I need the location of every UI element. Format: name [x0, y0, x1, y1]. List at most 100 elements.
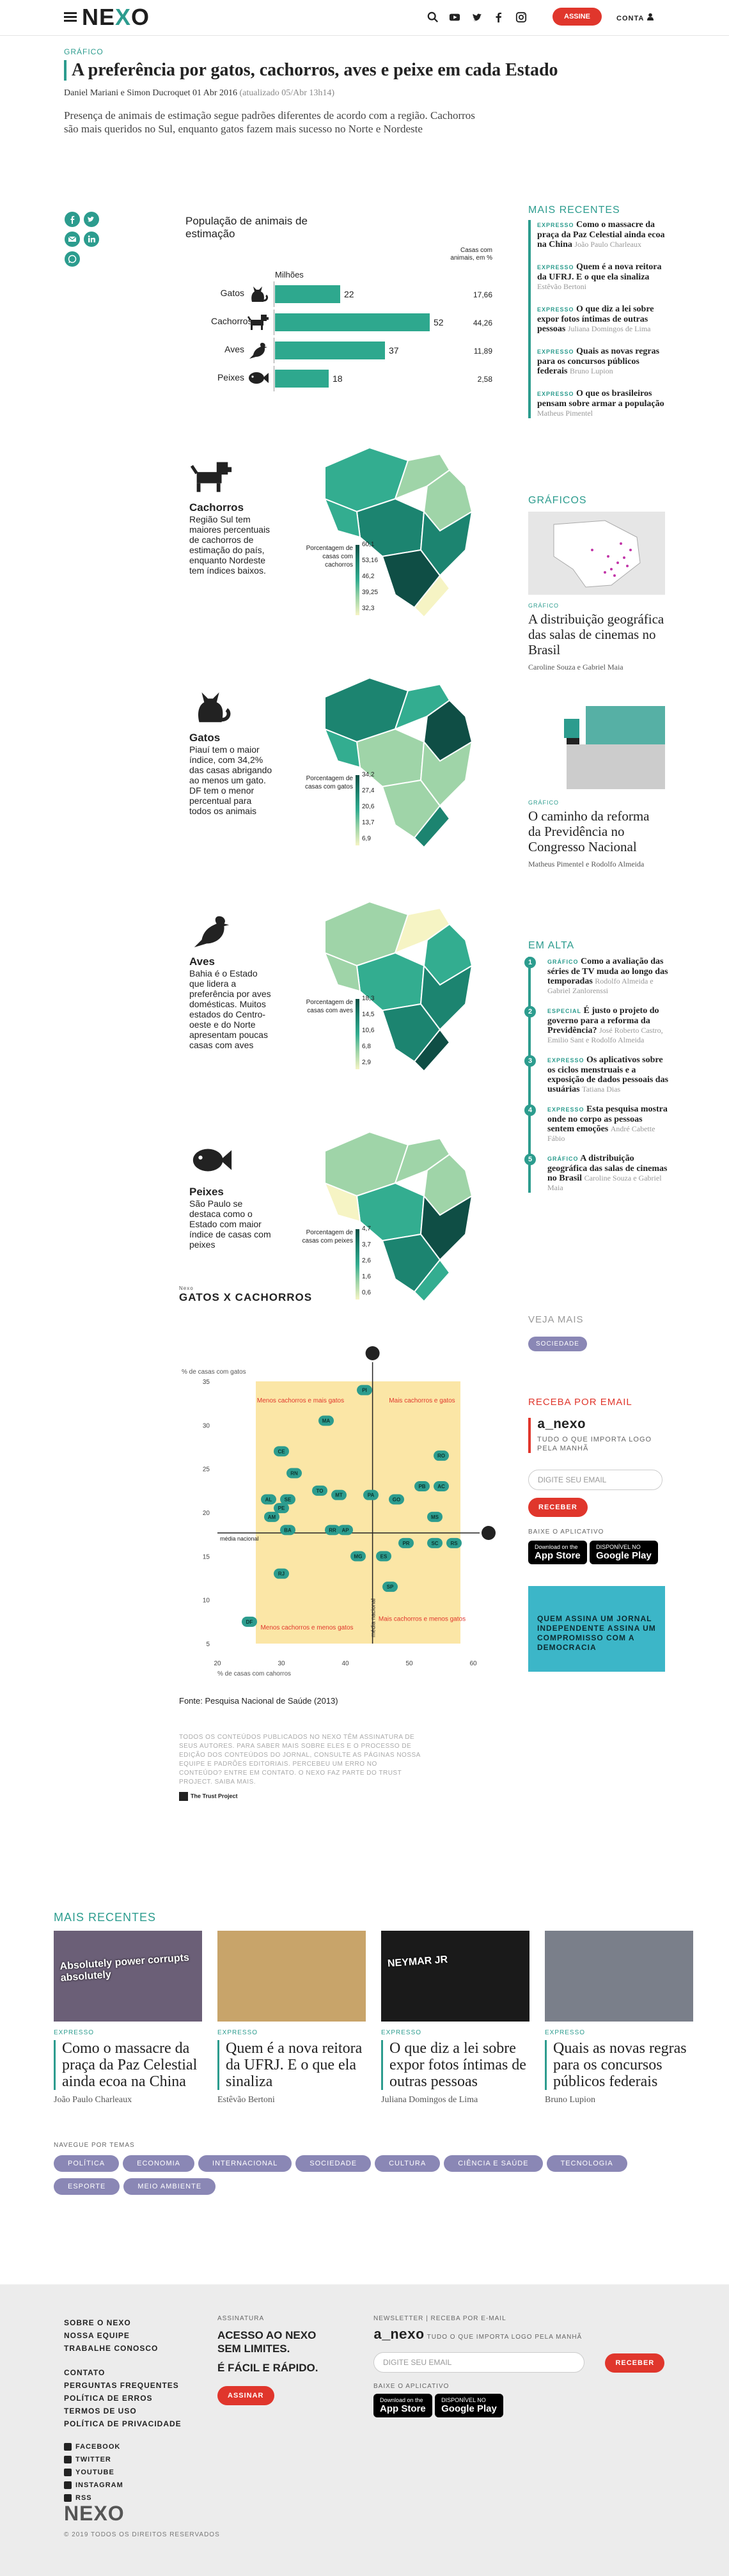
map-region[interactable] — [413, 805, 451, 849]
scatter-point[interactable]: GO — [389, 1494, 404, 1505]
tema-pill[interactable]: INTERNACIONAL — [198, 2155, 292, 2172]
em-alta-item[interactable]: 1 GRÁFICO Como a avaliação das séries de… — [524, 957, 669, 996]
menu-icon[interactable] — [64, 10, 77, 24]
footer-link[interactable]: CONTATO — [64, 2368, 106, 2377]
share-whatsapp-icon[interactable] — [64, 251, 81, 267]
app-store-button[interactable]: Download on the App Store — [528, 1541, 587, 1564]
footer-app-store-button[interactable]: Download on the App Store — [373, 2394, 432, 2417]
em-alta-item[interactable]: 2 ESPECIAL É justo o projeto do governo … — [524, 1006, 669, 1045]
sidebar-recent-item[interactable]: EXPRESSO Quais as novas regras para os c… — [537, 347, 660, 376]
map-region[interactable] — [324, 728, 361, 769]
card-title[interactable]: Quais as novas regras para os concursos … — [553, 2040, 687, 2090]
authors[interactable]: Daniel Mariani e Simon Ducroquet — [64, 88, 191, 98]
tema-pill[interactable]: TECNOLOGIA — [546, 2155, 627, 2172]
scatter-point[interactable]: MG — [350, 1551, 366, 1562]
footer-social-link[interactable]: TWITTER — [64, 2453, 123, 2466]
scatter-point[interactable]: AP — [338, 1525, 353, 1535]
assine-button[interactable]: ASSINE — [553, 8, 602, 26]
footer-link[interactable]: TRABALHE CONOSCO — [64, 2344, 159, 2353]
sidebar-receber-button[interactable]: RECEBER — [528, 1498, 588, 1517]
footer-assinar-button[interactable]: ASSINAR — [217, 2386, 274, 2405]
scatter-point[interactable]: PI — [357, 1385, 372, 1395]
scatter-point[interactable]: AL — [261, 1494, 276, 1505]
footer-logo[interactable]: NEXO — [64, 2502, 125, 2525]
scatter-point[interactable]: PA — [363, 1489, 379, 1500]
twitter-icon[interactable] — [471, 12, 483, 23]
footer-social-link[interactable]: FACEBOOK — [64, 2440, 123, 2453]
footer-link[interactable]: NOSSA EQUIPE — [64, 2331, 130, 2340]
grafico-title[interactable]: O caminho da reforma da Previdência no C… — [528, 808, 650, 854]
em-alta-item[interactable]: 4 EXPRESSO Esta pesquisa mostra onde no … — [524, 1104, 669, 1143]
recent-card[interactable]: NEYMAR JR EXPRESSO O que diz a lei sobre… — [381, 1931, 529, 2105]
map-region[interactable] — [413, 574, 451, 618]
tema-pill[interactable]: ECONOMIA — [123, 2155, 195, 2172]
sidebar-recent-item[interactable]: EXPRESSO O que os brasileiros pensam sob… — [537, 389, 664, 418]
scatter-point[interactable]: TO — [312, 1485, 327, 1496]
scatter-point[interactable]: PB — [414, 1481, 430, 1491]
trust-project-logo[interactable]: The Trust Project — [179, 1792, 422, 1801]
recent-card[interactable]: EXPRESSO Quais as novas regras para os c… — [545, 1931, 693, 2105]
footer-link[interactable]: SOBRE O NEXO — [64, 2318, 131, 2327]
footer-link[interactable]: PERGUNTAS FREQUENTES — [64, 2381, 179, 2390]
scatter-point[interactable]: RN — [286, 1468, 302, 1479]
share-facebook-icon[interactable] — [64, 211, 81, 228]
tema-pill[interactable]: SOCIEDADE — [295, 2155, 372, 2172]
scatter-point[interactable]: MT — [331, 1489, 347, 1500]
instagram-icon[interactable] — [515, 12, 527, 23]
scatter-point[interactable]: PE — [274, 1503, 289, 1514]
tema-pill[interactable]: MEIO AMBIENTE — [123, 2178, 216, 2195]
scatter-point[interactable]: PR — [398, 1537, 414, 1548]
tema-pill[interactable]: ESPORTE — [54, 2178, 120, 2195]
share-email-icon[interactable] — [64, 231, 81, 247]
previdencia-thumbnail[interactable] — [528, 706, 665, 789]
footer-link[interactable]: POLÍTICA DE PRIVACIDADE — [64, 2419, 182, 2428]
facebook-icon[interactable] — [493, 12, 505, 23]
subscription-promo[interactable]: QUEM ASSINA UM JORNAL INDEPENDENTE ASSIN… — [528, 1586, 665, 1672]
scatter-point[interactable]: RO — [434, 1450, 449, 1461]
sidebar-recent-item[interactable]: EXPRESSO Como o massacre da praça da Paz… — [537, 220, 665, 249]
map-region[interactable] — [324, 1182, 361, 1223]
section-label[interactable]: GRÁFICO — [64, 47, 104, 56]
card-photo[interactable]: NEYMAR JR — [381, 1931, 529, 2022]
footer-social-link[interactable]: RSS — [64, 2492, 123, 2504]
card-title[interactable]: O que diz a lei sobre expor fotos íntima… — [389, 2040, 526, 2090]
share-twitter-icon[interactable] — [83, 211, 100, 228]
grafico-title[interactable]: A distribuição geográfica das salas de c… — [528, 611, 664, 657]
tema-pill[interactable]: CULTURA — [375, 2155, 441, 2172]
veja-mais-tag[interactable]: SOCIEDADE — [528, 1337, 587, 1351]
card-title[interactable]: Como o massacre da praça da Paz Celestia… — [62, 2040, 198, 2090]
youtube-icon[interactable] — [449, 12, 460, 23]
recent-card[interactable]: EXPRESSO Quem é a nova reitora da UFRJ. … — [217, 1931, 366, 2105]
scatter-point[interactable]: ES — [376, 1551, 391, 1562]
footer-google-play-button[interactable]: DISPONÍVEL NO Google Play — [435, 2394, 503, 2417]
card-photo[interactable]: Absolutely power corrupts absolutely — [54, 1931, 202, 2022]
account-link[interactable]: CONTA — [616, 13, 654, 22]
card-photo[interactable] — [217, 1931, 366, 2022]
footer-social-link[interactable]: YOUTUBE — [64, 2466, 123, 2479]
grafico-item-1[interactable]: GRÁFICO A distribuição geográfica das sa… — [528, 602, 665, 672]
scatter-point[interactable]: SC — [427, 1537, 443, 1548]
map-region[interactable] — [324, 498, 361, 538]
scatter-point[interactable]: AC — [434, 1481, 449, 1491]
scatter-point[interactable]: SP — [382, 1582, 398, 1592]
nexo-logo[interactable]: NEXO — [82, 4, 150, 30]
footer-social-link[interactable]: INSTAGRAM — [64, 2479, 123, 2492]
scatter-point[interactable]: MS — [427, 1511, 443, 1522]
map-region[interactable] — [413, 1259, 451, 1303]
scatter-point[interactable]: RJ — [274, 1568, 289, 1579]
scatter-point[interactable]: RS — [446, 1537, 462, 1548]
footer-link[interactable]: TERMOS DE USO — [64, 2407, 137, 2415]
footer-receber-button[interactable]: RECEBER — [605, 2353, 665, 2373]
grafico-item-2[interactable]: GRÁFICO O caminho da reforma da Previdên… — [528, 799, 665, 869]
card-photo[interactable] — [545, 1931, 693, 2022]
scatter-point[interactable]: RR — [325, 1525, 340, 1535]
card-title[interactable]: Quem é a nova reitora da UFRJ. E o que e… — [226, 2040, 363, 2090]
scatter-point[interactable]: AM — [264, 1511, 279, 1522]
map-region[interactable] — [413, 1028, 451, 1072]
scatter-point[interactable]: BA — [280, 1525, 295, 1535]
em-alta-item[interactable]: 5 GRÁFICO A distribuição geográfica das … — [524, 1154, 669, 1193]
scatter-point[interactable]: CE — [274, 1446, 289, 1457]
recent-card[interactable]: Absolutely power corrupts absolutely EXP… — [54, 1931, 202, 2105]
map-region[interactable] — [324, 952, 361, 993]
scatter-point[interactable]: DF — [242, 1616, 257, 1627]
